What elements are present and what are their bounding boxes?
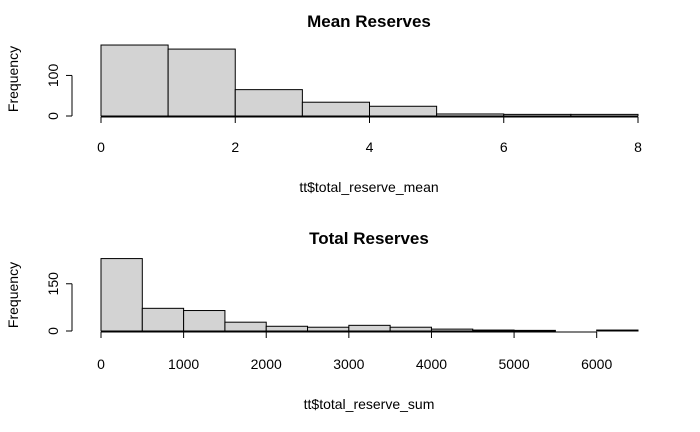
y-tick-label: 150	[45, 272, 61, 296]
histogram-bar	[596, 329, 639, 332]
histogram-bar	[100, 258, 143, 332]
histogram-bar	[183, 310, 226, 332]
y-axis: 0 100	[45, 64, 73, 120]
x-tick-label: 2	[231, 139, 239, 155]
histogram-bar	[570, 113, 639, 117]
x-tick-label: 6000	[581, 356, 612, 372]
histogram-bar	[430, 328, 474, 332]
bars-group	[100, 258, 639, 332]
histogram-bar	[224, 321, 267, 332]
histogram-bar	[301, 101, 370, 117]
y-axis: 0 150	[45, 272, 73, 335]
x-axis: 0 2 4 6 8	[97, 116, 642, 155]
histogram-bar	[167, 48, 236, 117]
x-tick-label: 0	[97, 139, 105, 155]
histogram-bar	[436, 113, 505, 117]
histogram-bar	[369, 105, 438, 117]
x-tick-label: 0	[97, 356, 105, 372]
x-tick-label: 4	[366, 139, 374, 155]
chart-title: Total Reserves	[309, 229, 429, 248]
mean-reserves-panel: Mean Reserves tt$total_reserve_mean Freq…	[5, 12, 642, 195]
histogram-bar	[265, 325, 309, 332]
bars-group	[100, 44, 639, 117]
y-axis-label: Frequency	[5, 46, 21, 112]
x-tick-label: 8	[634, 139, 642, 155]
histogram-bar	[234, 89, 303, 117]
histogram-bar	[389, 326, 432, 332]
histogram-bar	[307, 326, 350, 332]
chart-title: Mean Reserves	[307, 12, 431, 31]
y-tick-label: 0	[45, 327, 61, 335]
histogram-bar	[513, 329, 556, 332]
x-axis-label: tt$total_reserve_sum	[304, 396, 435, 412]
y-tick-label: 0	[45, 112, 61, 120]
x-tick-label: 1000	[168, 356, 199, 372]
histogram-bar	[141, 307, 185, 332]
y-tick-label: 100	[45, 64, 61, 88]
total-reserves-panel: Total Reserves tt$total_reserve_sum Freq…	[5, 229, 639, 412]
x-tick-label: 6	[500, 139, 508, 155]
y-axis-label: Frequency	[5, 262, 21, 328]
histogram-bar	[472, 329, 515, 332]
histogram-bar	[503, 113, 572, 117]
histogram-bar	[348, 324, 391, 332]
x-axis: 0 1000 2000 3000 4000 5000 6000	[97, 331, 612, 372]
x-tick-label: 5000	[498, 356, 529, 372]
x-tick-label: 2000	[251, 356, 282, 372]
x-axis-label: tt$total_reserve_mean	[299, 179, 438, 195]
x-tick-label: 3000	[333, 356, 364, 372]
x-tick-label: 4000	[416, 356, 447, 372]
histogram-bar	[100, 44, 169, 117]
